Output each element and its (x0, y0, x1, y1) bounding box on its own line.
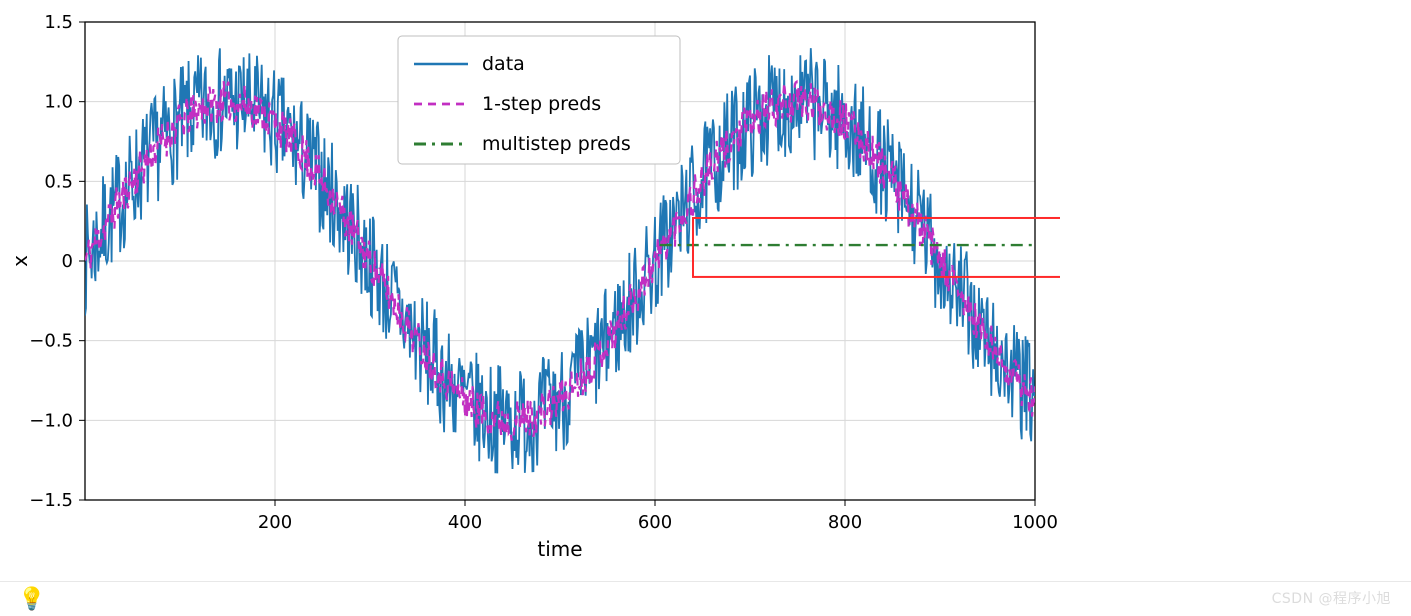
watermark-text: CSDN @程序小旭 (1272, 588, 1391, 608)
xtick-label: 800 (828, 512, 862, 533)
legend-label: data (482, 53, 525, 75)
chart-container: 200 400 600 800 1000 −1.5 −1.0 −0.5 0 0.5 1.0 1.5 ti… (0, 0, 1060, 569)
ytick-label: 1.5 (44, 12, 73, 33)
legend-label: 1-step preds (482, 93, 601, 115)
xtick-label: 200 (258, 512, 292, 533)
x-axis-label: time (537, 537, 582, 561)
line-chart: 200 400 600 800 1000 −1.5 −1.0 −0.5 0 0.5 1.0 1.5 ti… (0, 0, 1060, 565)
ytick-label: −1.0 (29, 410, 73, 431)
xtick-label: 600 (638, 512, 672, 533)
ytick-label: −1.5 (29, 490, 73, 511)
y-axis-label: x (8, 255, 32, 267)
xtick-label: 1000 (1012, 512, 1058, 533)
ytick-label: 1.0 (44, 92, 73, 113)
lightbulb-icon: 💡 (18, 587, 45, 612)
legend-label: multistep preds (482, 133, 631, 155)
xtick-label: 400 (448, 512, 482, 533)
ytick-label: −0.5 (29, 331, 73, 352)
ytick-label: 0.5 (44, 171, 73, 192)
ytick-label: 0 (62, 251, 73, 272)
divider (0, 581, 1411, 582)
